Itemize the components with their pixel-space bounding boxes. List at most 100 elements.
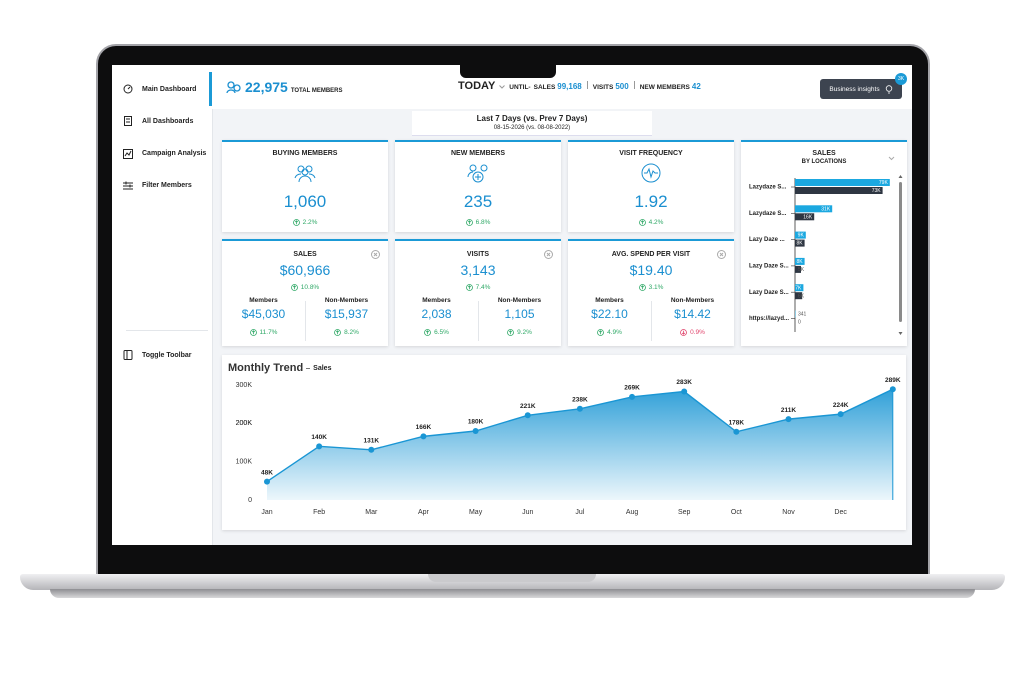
date-range[interactable]: Last 7 Days (vs. Prev 7 Days) 08-15-2026… bbox=[412, 111, 652, 136]
close-icon[interactable] bbox=[544, 250, 553, 259]
value-label: 140K bbox=[311, 434, 327, 441]
until-label: UNTIL- bbox=[509, 84, 531, 91]
split-title: SALES bbox=[293, 251, 317, 258]
change-value: 11.7% bbox=[259, 329, 278, 336]
category-label: https://lazyd... bbox=[749, 316, 789, 322]
scroll-up bbox=[898, 175, 903, 178]
bar bbox=[795, 284, 804, 292]
kpi-title: VISIT FREQUENCY bbox=[619, 150, 683, 157]
icon-shape bbox=[717, 250, 726, 259]
icon-shape bbox=[124, 150, 132, 156]
x-tick-label: Sep bbox=[678, 509, 691, 516]
split-card: VISITS 3,143 7.4% Members 2,038 6.5% Non-Membe… bbox=[395, 239, 561, 346]
visits-value: 500 bbox=[615, 82, 629, 91]
change-ring bbox=[465, 284, 473, 291]
change-icon bbox=[597, 329, 604, 336]
split-card: AVG. SPEND PER VISIT $19.40 3.1% Members $22… bbox=[568, 239, 734, 346]
trend-metric[interactable]: Sales bbox=[313, 364, 332, 372]
bar bbox=[795, 239, 805, 247]
nav-item[interactable]: Campaign Analysis bbox=[112, 146, 212, 162]
change-ring bbox=[465, 219, 473, 226]
separator bbox=[306, 367, 311, 369]
split-title: AVG. SPEND PER VISIT bbox=[611, 251, 691, 258]
segment-value: $15,937 bbox=[324, 307, 369, 321]
header: 22,975 TOTAL MEMBERS TODAY UNTIL- SALES … bbox=[212, 65, 912, 109]
total-members: 22,975 bbox=[245, 79, 288, 95]
nav-label: Campaign Analysis bbox=[142, 150, 207, 158]
change-value: 9.2% bbox=[517, 329, 532, 336]
sales-value: 99,168 bbox=[557, 82, 582, 91]
change: 8.2% bbox=[305, 329, 388, 336]
value-label: 238K bbox=[572, 396, 588, 403]
bulb-icon bbox=[885, 84, 892, 93]
x-tick-label: Jan bbox=[261, 509, 272, 516]
bar bbox=[795, 187, 883, 194]
value-label: 283K bbox=[676, 379, 692, 386]
nav-item[interactable]: All Dashboards bbox=[112, 113, 212, 129]
bar-value-label: 73K bbox=[872, 188, 882, 194]
bar-value-label: 16K bbox=[803, 214, 813, 220]
change-icon bbox=[638, 284, 646, 291]
value-label: 224K bbox=[833, 402, 849, 409]
change-value: 7.4% bbox=[475, 284, 491, 291]
icon-shape bbox=[294, 173, 302, 179]
value-label: 48K bbox=[261, 469, 273, 476]
point bbox=[785, 416, 792, 423]
laptop-foot bbox=[50, 589, 975, 598]
change-value: 4.9% bbox=[607, 329, 622, 336]
change: 3.1% bbox=[568, 284, 734, 291]
bar bbox=[795, 213, 815, 221]
bar-value-label: 6K bbox=[798, 293, 805, 299]
change-value: 6.8% bbox=[475, 219, 491, 226]
change-arrow bbox=[425, 330, 430, 335]
change: 10.8% bbox=[222, 284, 388, 291]
icon-shape bbox=[885, 84, 892, 92]
point bbox=[629, 393, 636, 400]
date-range-dates: 08-15-2026 (vs. 08-08-2022) bbox=[493, 125, 571, 131]
locations-panel: SALES BY LOCATIONS Lazydaze S... 79K 73K La… bbox=[741, 140, 907, 346]
icon-shape bbox=[544, 250, 553, 259]
point bbox=[733, 428, 740, 435]
camera-notch bbox=[460, 65, 556, 78]
split-divider bbox=[478, 301, 479, 341]
insights-button[interactable]: Business insights 3K bbox=[820, 73, 907, 99]
point bbox=[837, 411, 844, 418]
nav-icon bbox=[123, 148, 133, 159]
split-divider bbox=[651, 301, 652, 341]
toggle-toolbar[interactable]: Toggle Toolbar bbox=[112, 347, 212, 363]
total-members-label: TOTAL MEMBERS bbox=[290, 88, 343, 94]
value-label: 211K bbox=[781, 407, 796, 414]
separator bbox=[586, 81, 588, 89]
bar bbox=[795, 292, 803, 300]
x-tick-label: Mar bbox=[365, 509, 378, 516]
change: 0.9% bbox=[651, 329, 734, 336]
nav-label: All Dashboards bbox=[142, 117, 194, 125]
locations-subtitle: BY LOCATIONS bbox=[801, 159, 847, 165]
kpi-card: NEW MEMBERS 235 6.8% bbox=[395, 140, 561, 232]
change-value: 4.2% bbox=[648, 219, 664, 226]
x-tick-label: Nov bbox=[782, 509, 795, 516]
chevron bbox=[499, 85, 506, 89]
icon-shape bbox=[305, 165, 313, 173]
close-icon[interactable] bbox=[371, 250, 380, 259]
split-title: VISITS bbox=[466, 251, 490, 258]
nav-item[interactable]: Filter Members bbox=[112, 178, 212, 194]
icon-shape bbox=[644, 167, 658, 179]
change-value: 6.5% bbox=[434, 329, 449, 336]
icon-shape bbox=[123, 350, 133, 360]
icon-shape bbox=[298, 175, 312, 183]
close-icon[interactable] bbox=[717, 250, 726, 259]
sidebar-divider bbox=[126, 330, 208, 331]
change-arrow bbox=[467, 220, 471, 225]
change-ring bbox=[249, 329, 257, 336]
nav-item[interactable]: Main Dashboard bbox=[112, 72, 212, 106]
change-icon bbox=[465, 284, 473, 291]
change-arrow bbox=[598, 330, 603, 335]
icon-shape bbox=[227, 81, 235, 89]
change-value: 0.9% bbox=[690, 329, 705, 336]
y-tick-label: 300K bbox=[236, 382, 253, 389]
icon-shape bbox=[499, 85, 506, 89]
period[interactable]: TODAY bbox=[458, 80, 496, 92]
value-label: 269K bbox=[624, 385, 640, 392]
